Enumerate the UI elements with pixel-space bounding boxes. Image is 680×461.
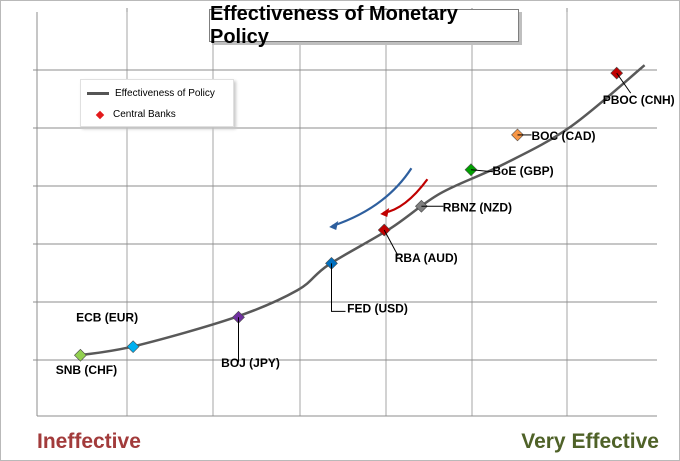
trend-arrow-blue	[331, 167, 413, 228]
x-end-label-right: Very Effective	[521, 430, 659, 453]
label-leader-line	[331, 263, 346, 312]
central-bank-label: BOJ (JPY)	[221, 356, 280, 370]
central-bank-label: RBA (AUD)	[395, 251, 458, 265]
central-bank-label: PBOC (CNH)	[603, 93, 675, 107]
central-bank-label: RBNZ (NZD)	[443, 200, 512, 214]
central-bank-marker	[325, 256, 338, 270]
label-leader-line	[383, 229, 399, 257]
central-bank-label: ECB (EUR)	[76, 311, 138, 325]
central-bank-label: BoE (GBP)	[492, 164, 553, 178]
chart-title: Effectiveness of Monetary Policy	[209, 3, 519, 48]
central-bank-label: FED (USD)	[347, 301, 408, 315]
legend-item-policy: Effectiveness of Policy	[87, 88, 215, 99]
central-bank-marker	[610, 66, 624, 80]
legend-label-central-banks: Central Banks	[113, 109, 176, 120]
trend-arrows	[329, 167, 429, 231]
central-bank-label: BOC (CAD)	[532, 129, 596, 143]
legend-line-swatch	[87, 92, 109, 95]
legend-diamond-swatch	[95, 110, 105, 119]
central-bank-labels: SNB (CHF) ECB (EUR) BOJ (JPY) FED (USD) RBA …	[56, 72, 675, 377]
central-bank-marker	[126, 340, 140, 354]
central-bank-label: SNB (CHF)	[56, 363, 117, 377]
legend: Effectiveness of Policy Central Banks	[80, 79, 234, 127]
label-leader-line	[470, 169, 494, 173]
arrowhead-blue	[329, 221, 339, 231]
legend-item-central-banks: Central Banks	[87, 109, 176, 120]
legend-label-policy: Effectiveness of Policy	[115, 88, 215, 99]
central-bank-marker	[74, 348, 87, 362]
x-end-label-left: Ineffective	[37, 430, 141, 453]
effectiveness-curve	[80, 64, 646, 357]
arrowhead-red	[380, 208, 390, 218]
label-leader-line	[616, 72, 632, 94]
grid	[33, 8, 657, 417]
